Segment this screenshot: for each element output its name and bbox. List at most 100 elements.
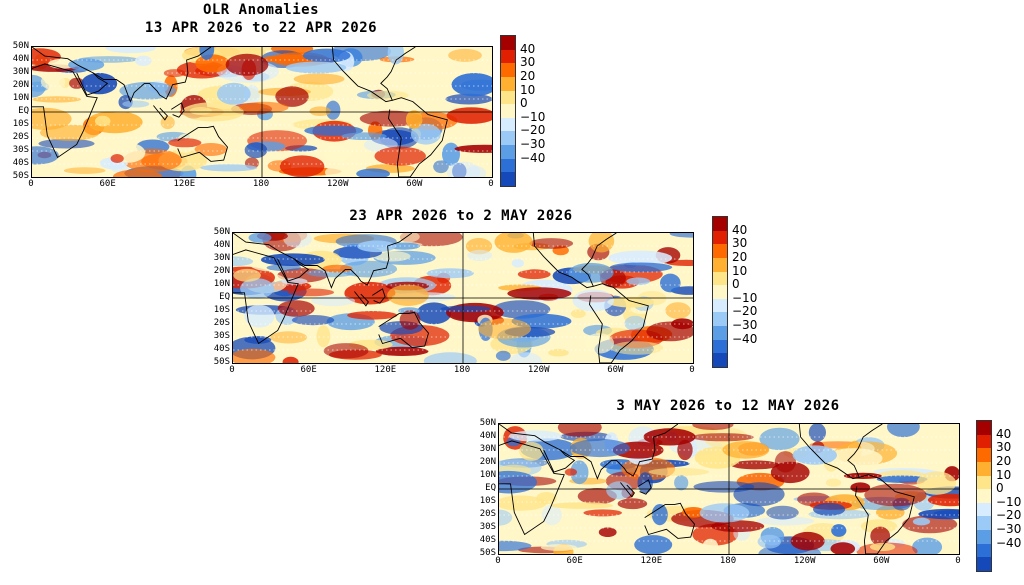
anomaly-blob — [282, 356, 299, 363]
anomaly-blob — [569, 438, 630, 458]
anomaly-blob — [682, 507, 705, 518]
colorbar-swatch — [977, 448, 991, 462]
lon-tick-label: 0 — [955, 556, 961, 566]
lat-tick-label: 50S — [12, 171, 29, 181]
anomaly-blob — [277, 300, 315, 317]
anomaly-blob — [711, 520, 765, 533]
colorbar-swatch — [713, 217, 727, 231]
lat-tick-label: 10S — [12, 119, 29, 129]
anomaly-blob — [446, 161, 481, 177]
anomaly-blob — [233, 268, 261, 282]
lat-tick-label: EQ — [485, 483, 496, 493]
colorbar-swatch — [501, 145, 515, 159]
anomaly-blob — [912, 537, 943, 554]
lon-tick-label: 60E — [99, 179, 116, 189]
colorbar-tick-label: 40 — [520, 41, 536, 56]
colorbar-swatch — [501, 36, 515, 50]
anomaly-blob — [94, 115, 111, 127]
colorbar-swatch — [501, 158, 515, 173]
anomaly-field-3 — [499, 424, 959, 554]
anomaly-blob — [733, 482, 785, 507]
anomaly-blob — [451, 73, 492, 97]
lat-tick-label: 40S — [479, 535, 496, 545]
anomaly-blob — [135, 55, 152, 66]
anomaly-blob — [699, 503, 750, 523]
lat-tick-label: 20N — [479, 457, 496, 467]
anomaly-blob — [325, 100, 341, 120]
anomaly-blob — [557, 424, 602, 437]
anomaly-blob — [311, 295, 356, 307]
lat-tick-label: 40N — [479, 431, 496, 441]
anomaly-blob — [542, 504, 562, 526]
colorbar-3 — [976, 420, 992, 572]
anomaly-blob — [325, 166, 342, 177]
lat-tick-label: 40N — [12, 54, 29, 64]
anomaly-blob — [110, 154, 124, 163]
anomaly-blob — [68, 58, 105, 71]
lat-tick-label: 10N — [213, 279, 230, 289]
lon-tick-label: 0 — [28, 179, 34, 189]
lon-tick-label: 0 — [495, 556, 501, 566]
anomaly-blob — [831, 524, 847, 537]
lat-tick-label: 50S — [479, 548, 496, 558]
anomaly-blob — [244, 142, 268, 159]
anomaly-blob — [233, 348, 276, 363]
anomaly-blob — [216, 82, 251, 105]
anomaly-blob — [160, 115, 175, 130]
anomaly-blob — [304, 125, 364, 136]
lon-tick-label: 180 — [453, 365, 471, 375]
anomaly-blob — [540, 544, 578, 551]
anomaly-blob — [323, 145, 351, 163]
anomaly-blob — [366, 90, 409, 101]
lon-tick-label: 60W — [607, 365, 624, 375]
anomaly-blob — [399, 310, 421, 330]
olr-map-1 — [31, 46, 493, 178]
anomaly-blob — [244, 304, 275, 328]
colorbar-swatch — [977, 421, 991, 435]
colorbar-swatch — [713, 271, 727, 286]
coastline — [378, 311, 430, 348]
anomaly-blob — [766, 505, 799, 520]
anomaly-blob — [494, 233, 533, 253]
anomaly-blob — [410, 123, 441, 145]
colorbar-swatch — [977, 434, 991, 449]
anomaly-blob — [225, 53, 269, 76]
anomaly-blob — [617, 498, 648, 510]
colorbar-tick-label: −10 — [996, 494, 1022, 509]
coastline — [589, 283, 649, 363]
anomaly-blob — [122, 100, 150, 108]
anomaly-blob — [240, 278, 275, 299]
anomaly-blob — [850, 482, 871, 493]
anomaly-blob — [509, 352, 542, 363]
panel-2-title: 23 APR 2026 to 2 MAY 2026 — [349, 208, 573, 224]
coastline — [171, 102, 185, 118]
colorbar-swatch — [713, 339, 727, 354]
anomaly-blob — [32, 96, 81, 103]
colorbar-tick-label: 0 — [996, 481, 1004, 496]
anomaly-blob — [860, 519, 898, 534]
colorbar-swatch — [977, 475, 991, 490]
olr-map-2 — [232, 232, 694, 364]
lon-tick-label: 120W — [527, 365, 550, 375]
anomaly-blob — [266, 264, 302, 271]
anomaly-blob — [702, 538, 719, 554]
anomaly-blob — [287, 288, 335, 297]
anomaly-blob — [830, 542, 856, 554]
coastline — [177, 125, 229, 162]
anomaly-blob — [607, 296, 655, 308]
anomaly-blob — [448, 48, 482, 62]
anomaly-blob — [316, 325, 331, 348]
anomaly-blob — [519, 441, 544, 461]
lat-tick-label: EQ — [219, 292, 230, 302]
anomaly-blob — [825, 478, 842, 487]
anomaly-field-1 — [32, 47, 492, 177]
anomaly-blob — [194, 143, 228, 156]
anomaly-blob — [467, 249, 493, 261]
colorbar-swatch — [501, 172, 515, 186]
anomaly-blob — [651, 504, 668, 526]
colorbar-swatch — [713, 312, 727, 326]
colorbar-swatch — [501, 63, 515, 77]
colorbar-swatch — [713, 353, 727, 367]
anomaly-blob — [674, 475, 689, 491]
colorbar-tick-label: 10 — [520, 82, 536, 97]
